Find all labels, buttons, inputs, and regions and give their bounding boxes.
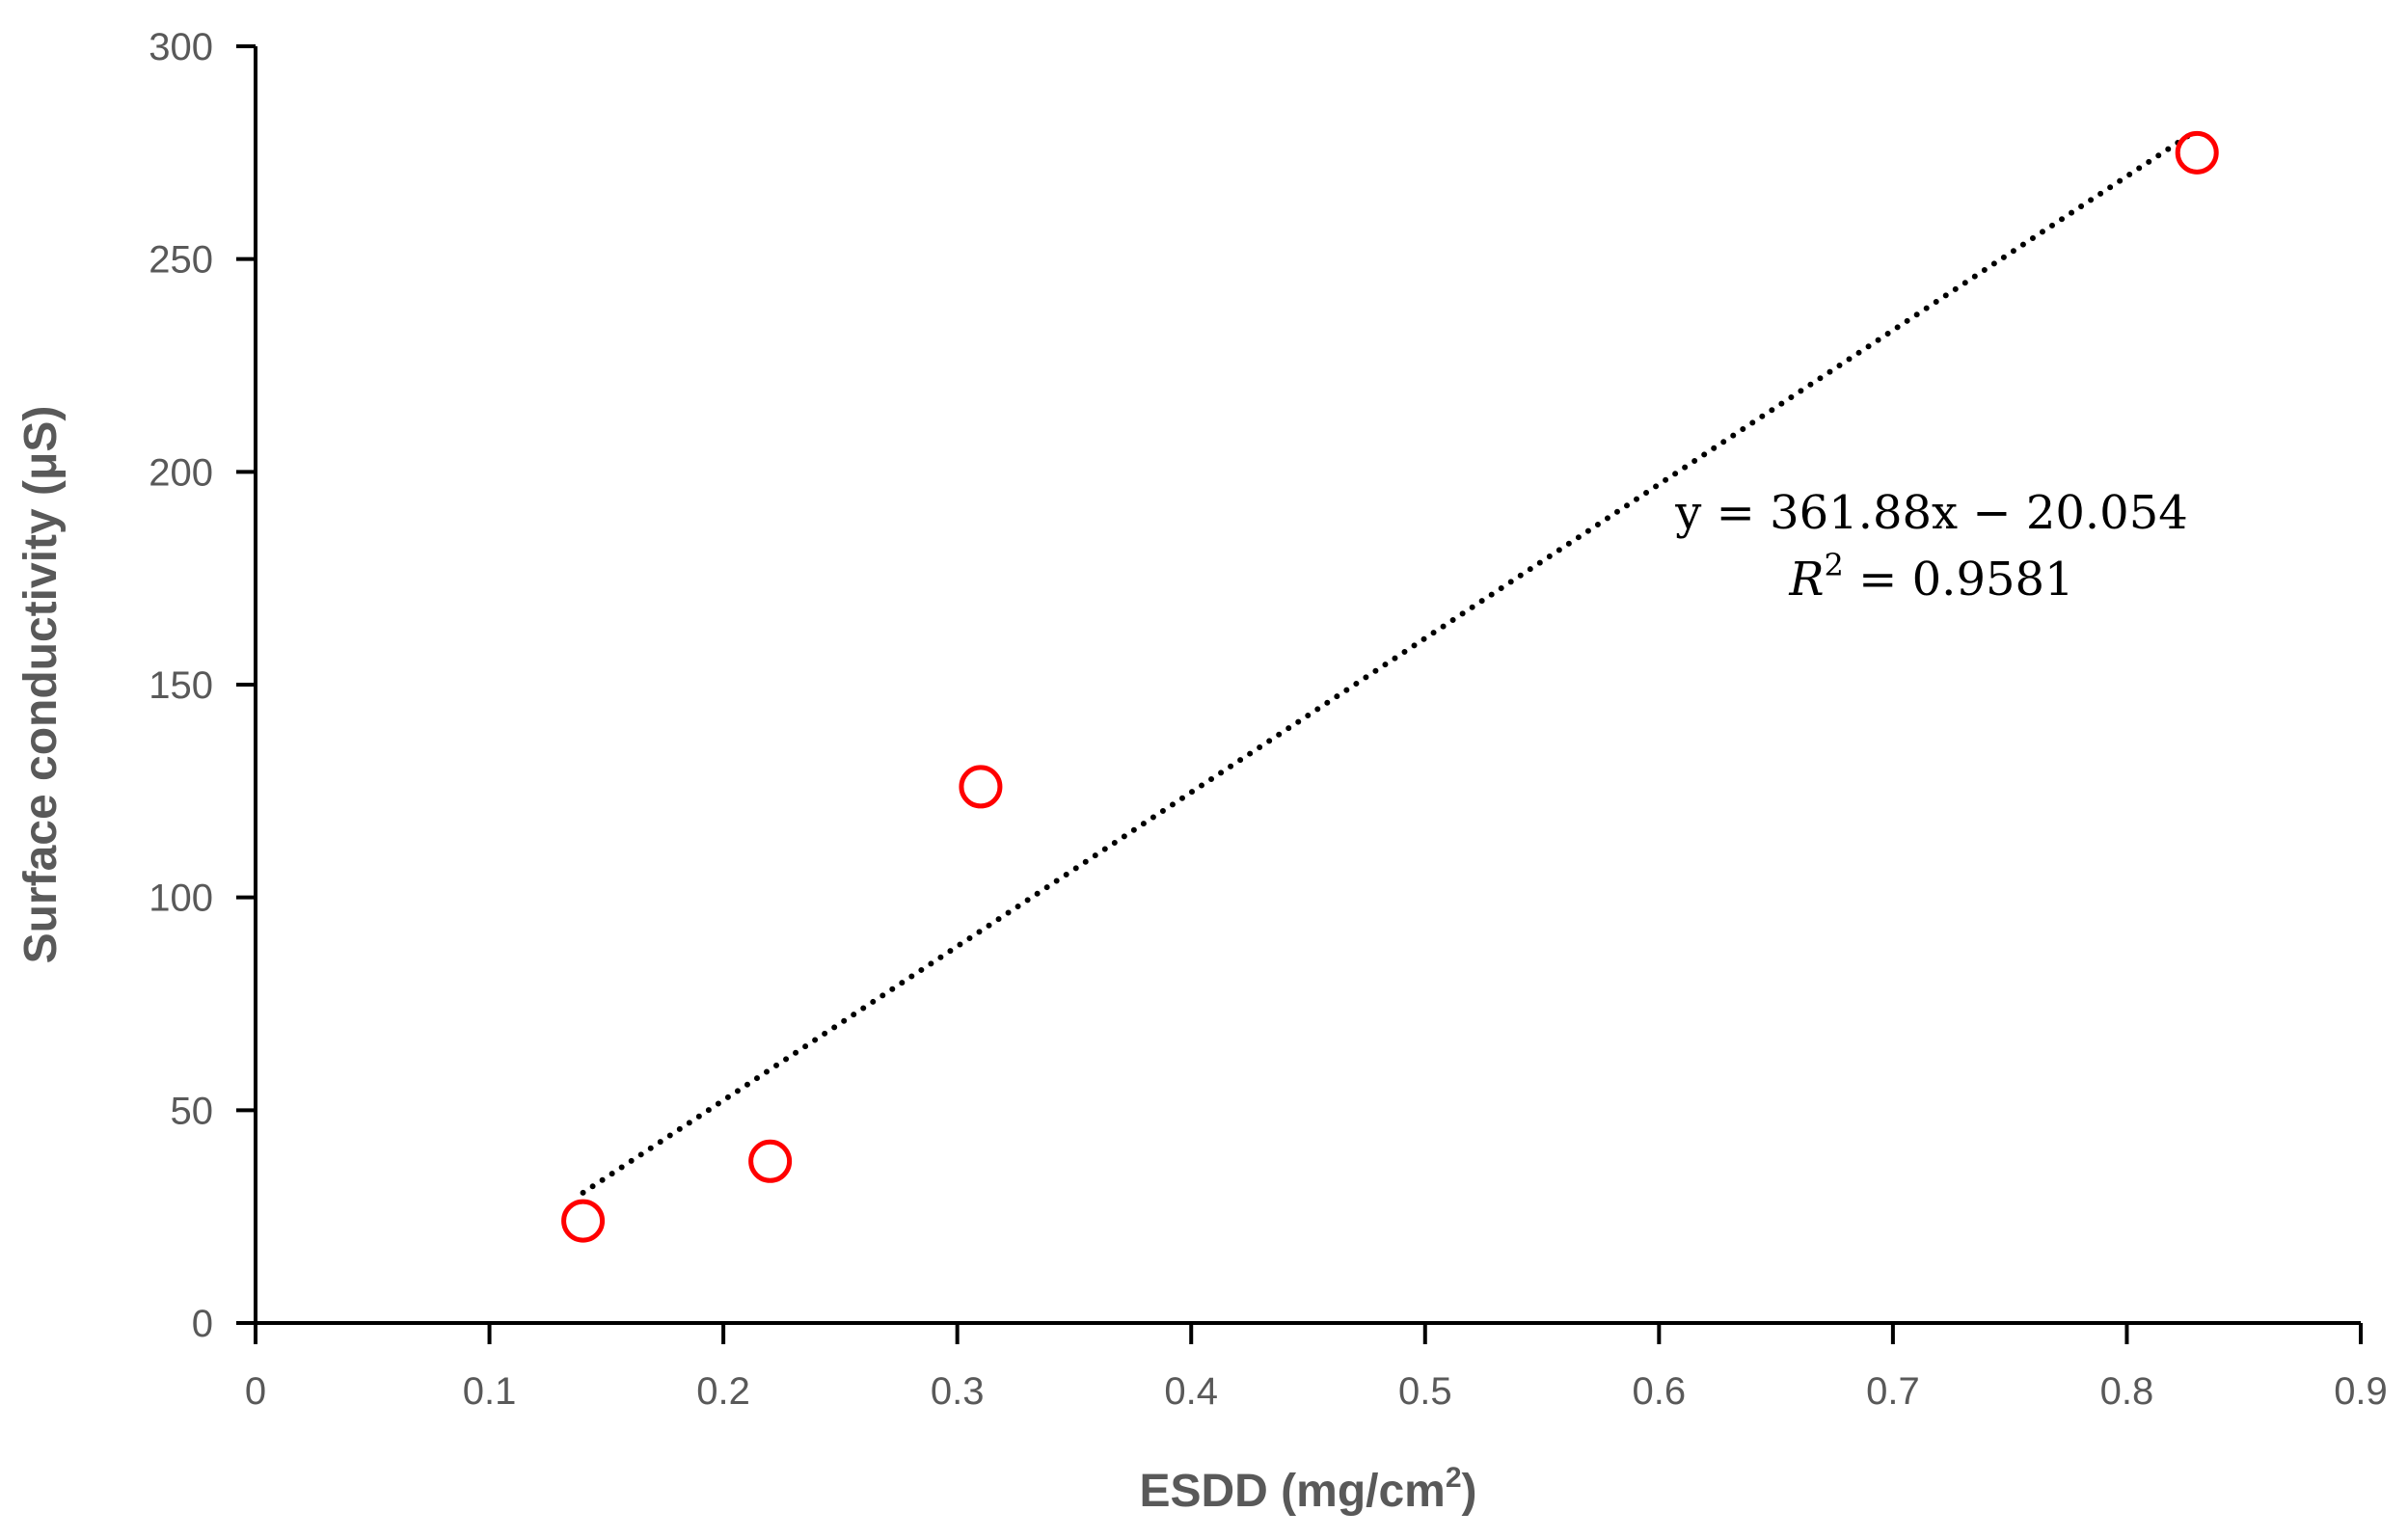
trendline — [580, 126, 2201, 1196]
y-axis-title: Surface conductivity (μS) — [15, 406, 67, 964]
x-tick-label: 0.9 — [2334, 1370, 2388, 1413]
x-axis-title: ESDD (mg/cm2) — [1139, 1462, 1476, 1517]
r-squared-superscript: 2 — [1825, 547, 1844, 583]
x-axis-title-superscript: 2 — [1446, 1462, 1462, 1494]
x-tick-label: 0 — [245, 1370, 266, 1413]
trendline-layer — [580, 126, 2201, 1196]
data-point — [2175, 130, 2219, 175]
x-tick-label: 0.2 — [696, 1370, 750, 1413]
y-tick-label: 100 — [149, 878, 213, 920]
ticks-layer: 0 50 100 150 200 250 300 0 0.1 0.2 0.3 0.4 0.5 0.6 0.7… — [149, 26, 2388, 1413]
r-squared-value: = 0.9581 — [1844, 553, 2074, 607]
x-tick-label: 0.5 — [1398, 1370, 1452, 1413]
x-tick-label: 0.7 — [1866, 1370, 1920, 1413]
y-tick-label: 150 — [149, 664, 213, 707]
x-tick-label: 0.4 — [1164, 1370, 1218, 1413]
x-tick-label: 0.6 — [1633, 1370, 1687, 1413]
x-tick-label: 0.8 — [2100, 1370, 2154, 1413]
y-tick-label: 200 — [149, 451, 213, 494]
points-layer — [561, 130, 2219, 1243]
data-point — [561, 1199, 606, 1243]
x-tick-label: 0.3 — [931, 1370, 985, 1413]
y-tick-label: 50 — [171, 1090, 214, 1132]
y-tick-label: 0 — [192, 1303, 213, 1345]
x-axis-title-main: ESDD (mg/cm — [1139, 1466, 1445, 1517]
trendline-equation: y = 361.88x − 20.054 — [1674, 486, 2188, 540]
y-tick-label: 300 — [149, 26, 213, 68]
trendline-r-squared: R2 = 0.9581 — [1788, 547, 2073, 607]
data-point — [959, 765, 1003, 809]
x-tick-label: 0.1 — [463, 1370, 517, 1413]
r-squared-symbol: R — [1788, 553, 1824, 607]
axes-layer — [254, 46, 2361, 1325]
y-tick-label: 250 — [149, 239, 213, 282]
data-point — [748, 1139, 793, 1183]
x-axis-title-end: ) — [1462, 1466, 1477, 1517]
